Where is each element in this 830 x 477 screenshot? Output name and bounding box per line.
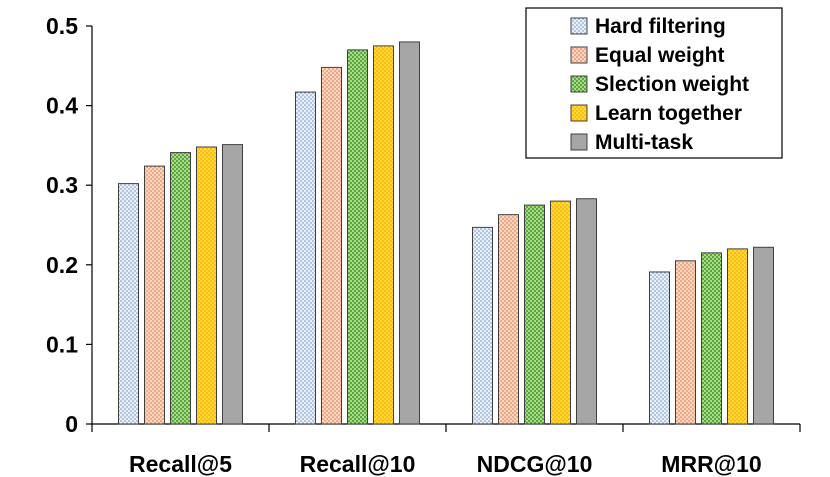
- category-label: NDCG@10: [477, 451, 593, 477]
- bar-slection-weight-mrr-at-10: [701, 252, 722, 425]
- bar-multi-task-ndcg-at-10: [576, 198, 597, 425]
- y-tick-label: 0.2: [46, 252, 78, 278]
- bar-equal-weight-recall-at-10: [321, 66, 342, 425]
- category-label: MRR@10: [661, 451, 761, 477]
- legend-swatch: [570, 17, 588, 35]
- bar-hard-filtering-ndcg-at-10: [472, 226, 493, 425]
- bar-multi-task-recall-at-10: [399, 41, 420, 425]
- legend-label: Hard filtering: [595, 15, 726, 38]
- bar-slection-weight-recall-at-5: [170, 152, 191, 425]
- bar-learn-together-mrr-at-10: [727, 248, 748, 425]
- legend-swatch: [570, 75, 588, 93]
- bar-learn-together-recall-at-5: [196, 146, 217, 425]
- y-tick-label: 0.4: [46, 93, 78, 119]
- y-tick-label: 0.3: [46, 172, 78, 198]
- legend-label: Slection weight: [595, 73, 749, 96]
- legend-label: Equal weight: [595, 44, 725, 67]
- bar-hard-filtering-recall-at-5: [118, 183, 139, 425]
- legend-box: [525, 7, 783, 159]
- bar-slection-weight-recall-at-10: [347, 49, 368, 425]
- bar-learn-together-recall-at-10: [373, 45, 394, 425]
- bars: [118, 41, 774, 425]
- bar-equal-weight-ndcg-at-10: [498, 214, 519, 425]
- bar-equal-weight-mrr-at-10: [675, 260, 696, 425]
- y-tick-label: 0.5: [46, 13, 78, 39]
- legend-swatch: [570, 104, 588, 122]
- legend: Hard filtering Equal weight Slection weigh…: [525, 7, 783, 159]
- y-tick-label: 0: [65, 411, 78, 437]
- bar-learn-together-ndcg-at-10: [550, 200, 571, 425]
- bar-multi-task-recall-at-5: [222, 144, 243, 425]
- legend-swatch: [570, 133, 588, 151]
- bar-hard-filtering-mrr-at-10: [649, 271, 670, 425]
- category-label: Recall@5: [129, 451, 232, 477]
- bar-hard-filtering-recall-at-10: [295, 91, 316, 425]
- y-ticks: 0 0.1 0.2 0.3 0.4 0.5: [46, 13, 92, 437]
- legend-swatch: [570, 46, 588, 64]
- x-ticks: Recall@5 Recall@10 NDCG@10 MRR@10: [91, 424, 801, 477]
- y-tick-label: 0.1: [46, 331, 78, 357]
- category-label: Recall@10: [300, 451, 416, 477]
- bar-multi-task-mrr-at-10: [753, 246, 774, 425]
- bar-equal-weight-recall-at-5: [144, 165, 165, 425]
- bar-slection-weight-ndcg-at-10: [524, 204, 545, 425]
- legend-label: Learn together: [595, 102, 742, 125]
- legend-label: Multi-task: [595, 131, 693, 154]
